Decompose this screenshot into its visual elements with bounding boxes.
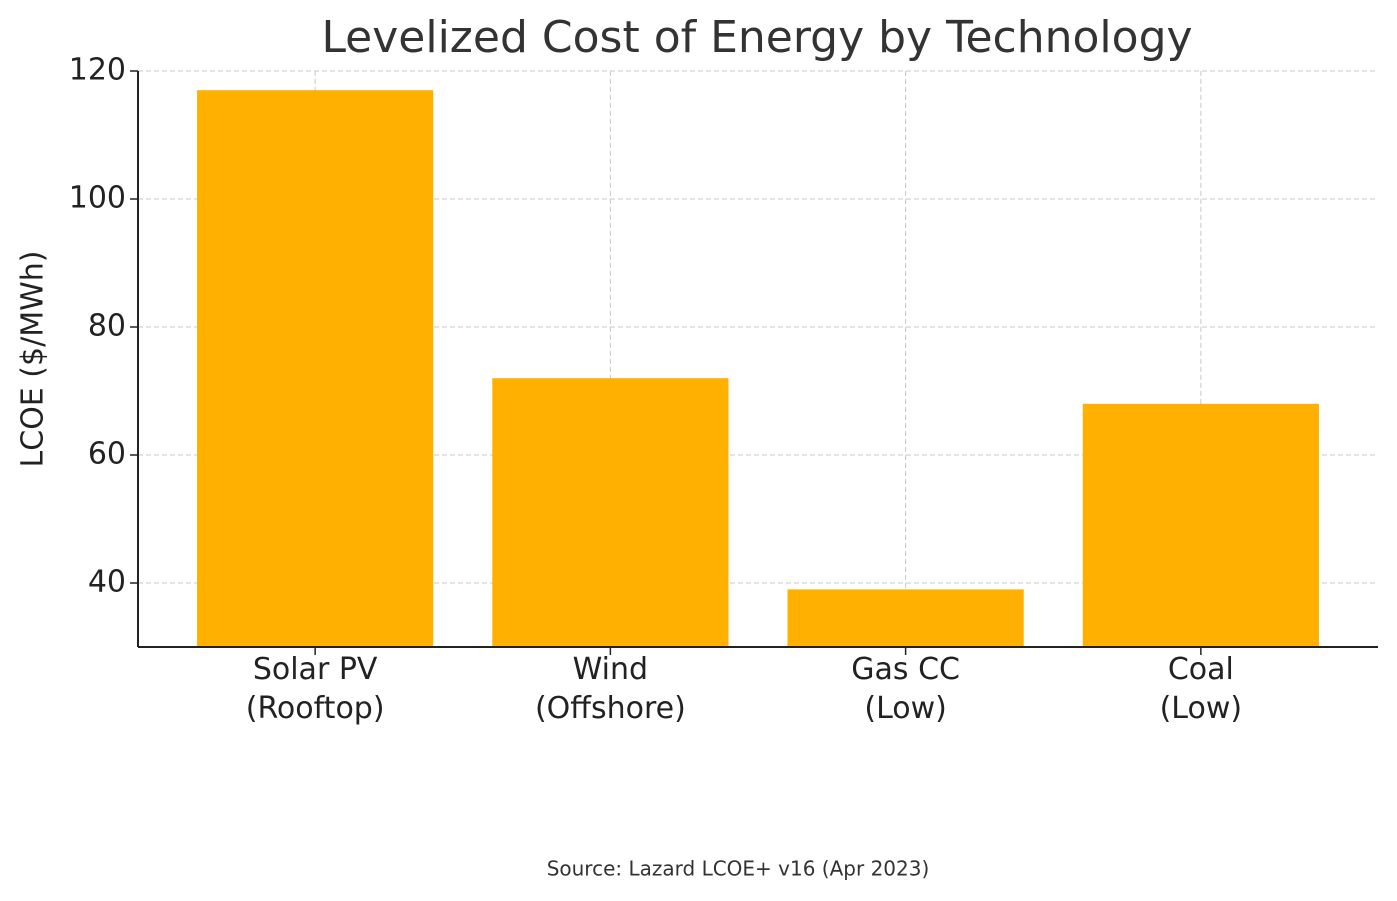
source-note: Source: Lazard LCOE+ v16 (Apr 2023) xyxy=(547,857,930,881)
x-tick-label: Solar PV (Rooftop) xyxy=(246,652,385,726)
y-tick-label: 120 xyxy=(69,53,126,88)
chart-title: Levelized Cost of Energy by Technology xyxy=(321,12,1192,63)
x-tick-label: Coal (Low) xyxy=(1160,652,1243,726)
y-tick-label: 80 xyxy=(88,309,126,344)
bar xyxy=(787,589,1024,647)
bar xyxy=(492,378,729,647)
bar xyxy=(1082,403,1319,647)
x-tick-label: Wind (Offshore) xyxy=(535,652,686,726)
bar xyxy=(197,90,434,647)
y-axis-label: LCOE ($/MWh) xyxy=(16,251,51,468)
y-tick-label: 100 xyxy=(69,181,126,216)
x-tick-label: Gas CC (Low) xyxy=(851,652,960,726)
y-tick-label: 40 xyxy=(88,565,126,600)
y-tick-label: 60 xyxy=(88,437,126,472)
